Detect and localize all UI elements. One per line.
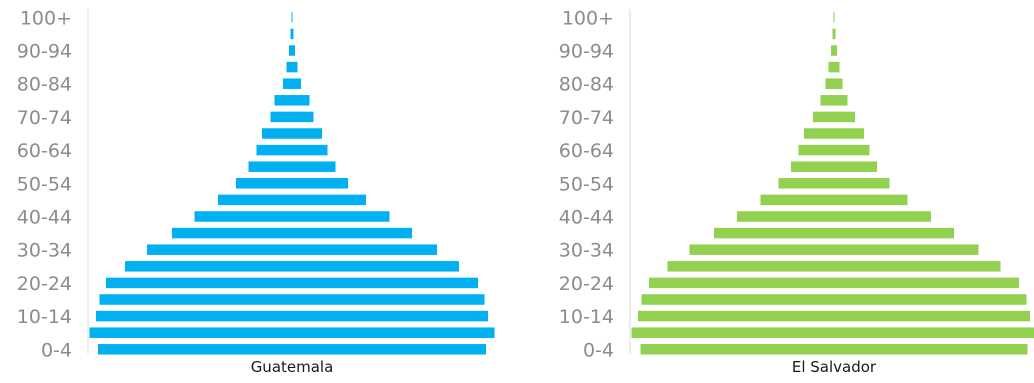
x-axis-label: Guatemala [251, 358, 334, 376]
bar-50-54 [778, 178, 890, 189]
bar-60-64 [256, 144, 328, 156]
tick-label: 0-4 [41, 339, 72, 361]
bar-100plus [291, 12, 293, 23]
bar-25-29 [125, 261, 459, 272]
bar-65-69 [804, 128, 864, 139]
bar-0-4 [640, 344, 1028, 355]
bar-45-49 [760, 194, 908, 206]
tick-label: 30-34 [17, 240, 72, 262]
bar-25-29 [667, 261, 1001, 272]
bar-5-9 [89, 327, 495, 338]
tick-label: 50-54 [559, 173, 614, 195]
bar-35-39 [172, 227, 412, 239]
tick-label: 60-64 [17, 140, 72, 162]
bar-50-54 [236, 178, 348, 189]
tick-label: 80-84 [17, 74, 72, 96]
tick-label: 50-54 [17, 173, 72, 195]
bar-100plus [833, 12, 835, 23]
tick-label: 10-14 [17, 306, 72, 328]
tick-label: 40-44 [559, 207, 614, 229]
bar-90-94 [831, 45, 837, 56]
bar-70-74 [270, 111, 314, 123]
bar-75-79 [274, 95, 310, 106]
bar-95-99 [832, 28, 836, 40]
tick-label: 90-94 [17, 41, 72, 63]
bar-20-24 [106, 277, 478, 289]
bar-60-64 [798, 144, 870, 156]
tick-label: 60-64 [559, 140, 614, 162]
bar-95-99 [290, 28, 294, 40]
tick-label: 20-24 [17, 273, 72, 295]
tick-label: 30-34 [559, 240, 614, 262]
bar-40-44 [737, 211, 931, 222]
bar-55-59 [248, 161, 336, 172]
bar-40-44 [194, 211, 390, 222]
bar-0-4 [98, 344, 486, 355]
bar-10-14 [96, 310, 488, 322]
pyramid-guatemala: 0-4 10-14 20-24 30-34 40-44 50-54 60-64 70-74 80… [17, 7, 495, 376]
bar-55-59 [791, 161, 877, 172]
bar-85-89 [828, 61, 840, 73]
bar-90-94 [289, 45, 295, 56]
bar-45-49 [218, 194, 366, 206]
bar-65-69 [262, 128, 322, 139]
tick-label: 100+ [562, 7, 614, 29]
bar-80-84 [825, 78, 843, 89]
tick-label: 20-24 [559, 273, 614, 295]
tick-label: 10-14 [559, 306, 614, 328]
bar-85-89 [286, 61, 298, 73]
bar-15-19 [641, 294, 1027, 305]
bar-30-34 [689, 244, 979, 255]
pyramid-el-salvador: 0-4 10-14 20-24 30-34 40-44 50-54 60-64 70-74 80… [559, 7, 1034, 376]
tick-label: 0-4 [583, 339, 614, 361]
bar-70-74 [813, 111, 855, 123]
bar-15-19 [99, 294, 485, 305]
tick-label: 90-94 [559, 41, 614, 63]
tick-label: 70-74 [559, 107, 614, 129]
x-axis-label: El Salvador [792, 358, 877, 376]
bar-30-34 [147, 244, 437, 255]
bar-5-9 [631, 327, 1034, 338]
tick-label: 70-74 [17, 107, 72, 129]
bar-80-84 [283, 78, 301, 89]
bar-75-79 [820, 95, 848, 106]
bar-35-39 [714, 227, 954, 239]
bar-20-24 [649, 277, 1019, 289]
tick-label: 80-84 [559, 74, 614, 96]
bar-10-14 [638, 310, 1030, 322]
tick-label: 100+ [20, 7, 72, 29]
tick-label: 40-44 [17, 207, 72, 229]
